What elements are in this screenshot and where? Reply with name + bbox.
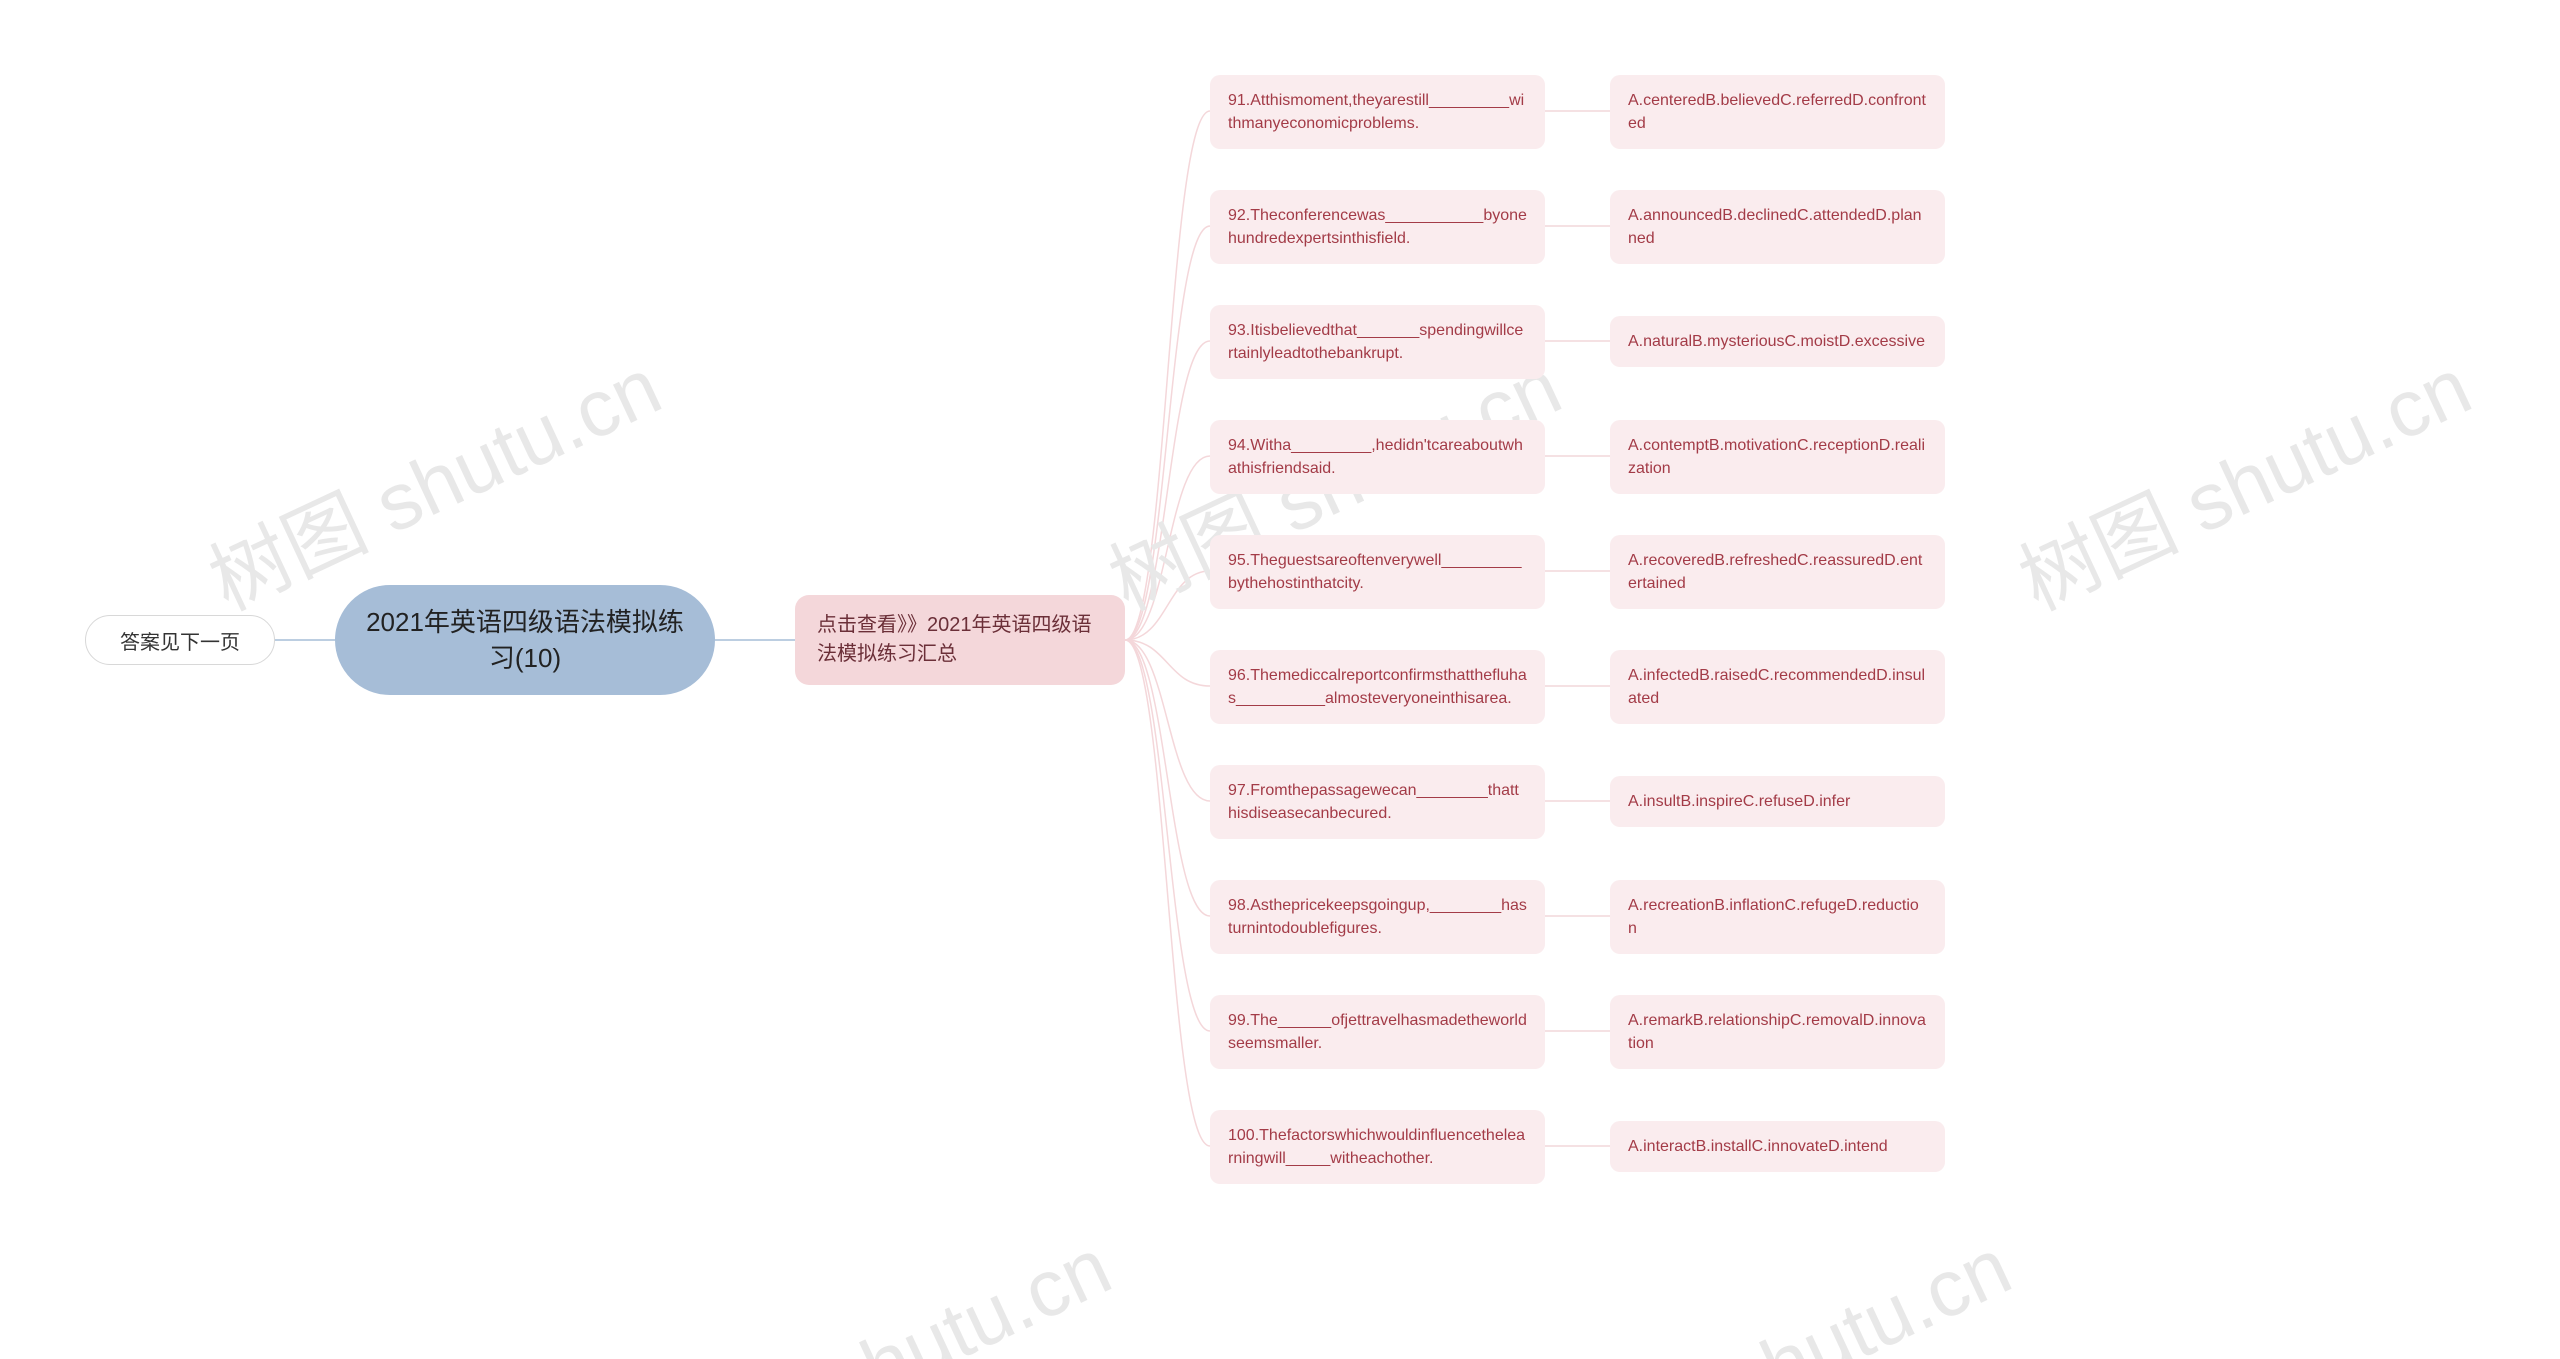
question-text: 100.Thefactorswhichwouldinfluencethelear… bbox=[1228, 1124, 1527, 1170]
answer-node: A.contemptB.motivationC.receptionD.reali… bbox=[1610, 420, 1945, 494]
question-text: 94.Witha_________,hedidn'tcareaboutwhath… bbox=[1228, 434, 1527, 480]
answer-node: A.interactB.installC.innovateD.intend bbox=[1610, 1121, 1945, 1172]
question-text: 97.Fromthepassagewecan________thatthisdi… bbox=[1228, 779, 1527, 825]
answer-text: A.insultB.inspireC.refuseD.infer bbox=[1628, 790, 1850, 813]
answer-node: A.centeredB.believedC.referredD.confront… bbox=[1610, 75, 1945, 149]
question-node: 94.Witha_________,hedidn'tcareaboutwhath… bbox=[1210, 420, 1545, 494]
answer-node: A.announcedB.declinedC.attendedD.planned bbox=[1610, 190, 1945, 264]
answer-next-page-node: 答案见下一页 bbox=[85, 615, 275, 665]
watermark: 树图 shutu.cn bbox=[1998, 323, 2486, 633]
question-node: 91.Atthismoment,theyarestill_________wit… bbox=[1210, 75, 1545, 149]
root-title-label: 2021年英语四级语法模拟练习(10) bbox=[365, 604, 685, 677]
answer-node: A.infectedB.raisedC.recommendedD.insulat… bbox=[1610, 650, 1945, 724]
answer-text: A.centeredB.believedC.referredD.confront… bbox=[1628, 89, 1927, 135]
answer-text: A.interactB.installC.innovateD.intend bbox=[1628, 1135, 1888, 1158]
question-node: 93.Itisbelievedthat_______spendingwillce… bbox=[1210, 305, 1545, 379]
question-text: 99.The______ofjettravelhasmadetheworldse… bbox=[1228, 1009, 1527, 1055]
answer-node: A.naturalB.mysteriousC.moistD.excessive bbox=[1610, 316, 1945, 367]
answer-text: A.recreationB.inflationC.refugeD.reducti… bbox=[1628, 894, 1927, 940]
answer-node: A.remarkB.relationshipC.removalD.innovat… bbox=[1610, 995, 1945, 1069]
question-node: 95.Theguestsareoftenverywell_________byt… bbox=[1210, 535, 1545, 609]
question-text: 92.Theconferencewas___________byonehundr… bbox=[1228, 204, 1527, 250]
watermark: 树图 shutu.cn bbox=[638, 1203, 1126, 1359]
hub-link-label: 点击查看》》2021年英语四级语法模拟练习汇总 bbox=[817, 611, 1103, 669]
root-title-node: 2021年英语四级语法模拟练习(10) bbox=[335, 585, 715, 695]
answer-text: A.contemptB.motivationC.receptionD.reali… bbox=[1628, 434, 1927, 480]
answer-node: A.insultB.inspireC.refuseD.infer bbox=[1610, 776, 1945, 827]
hub-link-node[interactable]: 点击查看》》2021年英语四级语法模拟练习汇总 bbox=[795, 595, 1125, 685]
question-text: 98.Asthepricekeepsgoingup,________hastur… bbox=[1228, 894, 1527, 940]
answer-text: A.announcedB.declinedC.attendedD.planned bbox=[1628, 204, 1927, 250]
answer-node: A.recoveredB.refreshedC.reassuredD.enter… bbox=[1610, 535, 1945, 609]
question-node: 99.The______ofjettravelhasmadetheworldse… bbox=[1210, 995, 1545, 1069]
mindmap-canvas: 树图 shutu.cn树图 shutu.cn树图 shutu.cn树图 shut… bbox=[0, 0, 2560, 1359]
question-node: 96.Themediccalreportconfirmsthatthefluha… bbox=[1210, 650, 1545, 724]
question-node: 98.Asthepricekeepsgoingup,________hastur… bbox=[1210, 880, 1545, 954]
answer-text: A.naturalB.mysteriousC.moistD.excessive bbox=[1628, 330, 1925, 353]
question-node: 92.Theconferencewas___________byonehundr… bbox=[1210, 190, 1545, 264]
question-text: 96.Themediccalreportconfirmsthatthefluha… bbox=[1228, 664, 1527, 710]
question-node: 97.Fromthepassagewecan________thatthisdi… bbox=[1210, 765, 1545, 839]
question-text: 95.Theguestsareoftenverywell_________byt… bbox=[1228, 549, 1527, 595]
answer-text: A.infectedB.raisedC.recommendedD.insulat… bbox=[1628, 664, 1927, 710]
answer-text: A.recoveredB.refreshedC.reassuredD.enter… bbox=[1628, 549, 1927, 595]
question-text: 93.Itisbelievedthat_______spendingwillce… bbox=[1228, 319, 1527, 365]
answer-node: A.recreationB.inflationC.refugeD.reducti… bbox=[1610, 880, 1945, 954]
answer-next-page-label: 答案见下一页 bbox=[120, 626, 240, 655]
answer-text: A.remarkB.relationshipC.removalD.innovat… bbox=[1628, 1009, 1927, 1055]
watermark: 树图 shutu.cn bbox=[1538, 1203, 2026, 1359]
question-node: 100.Thefactorswhichwouldinfluencethelear… bbox=[1210, 1110, 1545, 1184]
question-text: 91.Atthismoment,theyarestill_________wit… bbox=[1228, 89, 1527, 135]
